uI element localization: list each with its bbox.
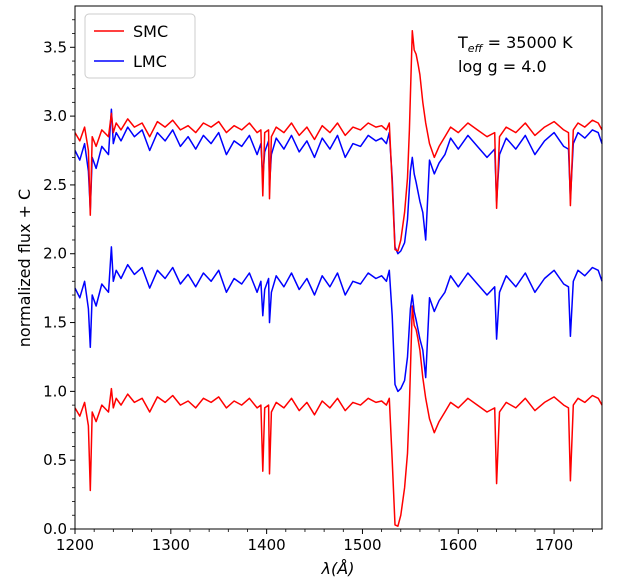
x-tick-label: 1700 <box>535 536 573 554</box>
series-line-smc-0 <box>74 305 603 527</box>
teff-base: T <box>457 33 468 52</box>
logg-annotation: log g = 4.0 <box>458 57 547 76</box>
y-tick-label: 1.0 <box>43 382 67 400</box>
legend-label-smc: SMC <box>133 22 168 41</box>
y-tick-label: 3.0 <box>43 107 67 125</box>
series-line-lmc-0 <box>74 246 603 393</box>
plot-background <box>75 6 602 529</box>
x-axis: 1200 1300 1400 1500 1600 1700 <box>56 529 593 554</box>
series-line-smc-1 <box>74 30 603 252</box>
x-tick-label: 1400 <box>248 536 286 554</box>
legend-box <box>84 13 196 79</box>
x-tick-label: 1300 <box>152 536 190 554</box>
series-layer <box>74 30 603 527</box>
y-tick-label: 2.5 <box>43 176 67 194</box>
parameters-annotation: Teff = 35000 K log g = 4.0 <box>457 33 573 76</box>
y-tick-label: 0.0 <box>43 520 67 538</box>
y-tick-label: 3.5 <box>43 38 67 56</box>
x-tick-label: 1600 <box>439 536 477 554</box>
y-axis: 0.0 0.5 1.0 1.5 2.0 2.5 3.0 3.5 <box>43 19 75 538</box>
x-axis-label: λ(Å) <box>321 559 355 578</box>
x-tick-label: 1200 <box>56 536 94 554</box>
teff-annotation: Teff = 35000 K <box>457 33 573 55</box>
legend: SMC LMC <box>84 13 196 79</box>
teff-value: = 35000 K <box>483 33 574 52</box>
teff-subscript: eff <box>468 42 484 55</box>
y-axis-label: normalized flux + C <box>15 189 34 347</box>
x-tick-label: 1500 <box>343 536 381 554</box>
legend-label-lmc: LMC <box>133 52 167 71</box>
y-tick-label: 2.0 <box>43 245 67 263</box>
y-tick-label: 1.5 <box>43 314 67 332</box>
y-tick-label: 0.5 <box>43 451 67 469</box>
